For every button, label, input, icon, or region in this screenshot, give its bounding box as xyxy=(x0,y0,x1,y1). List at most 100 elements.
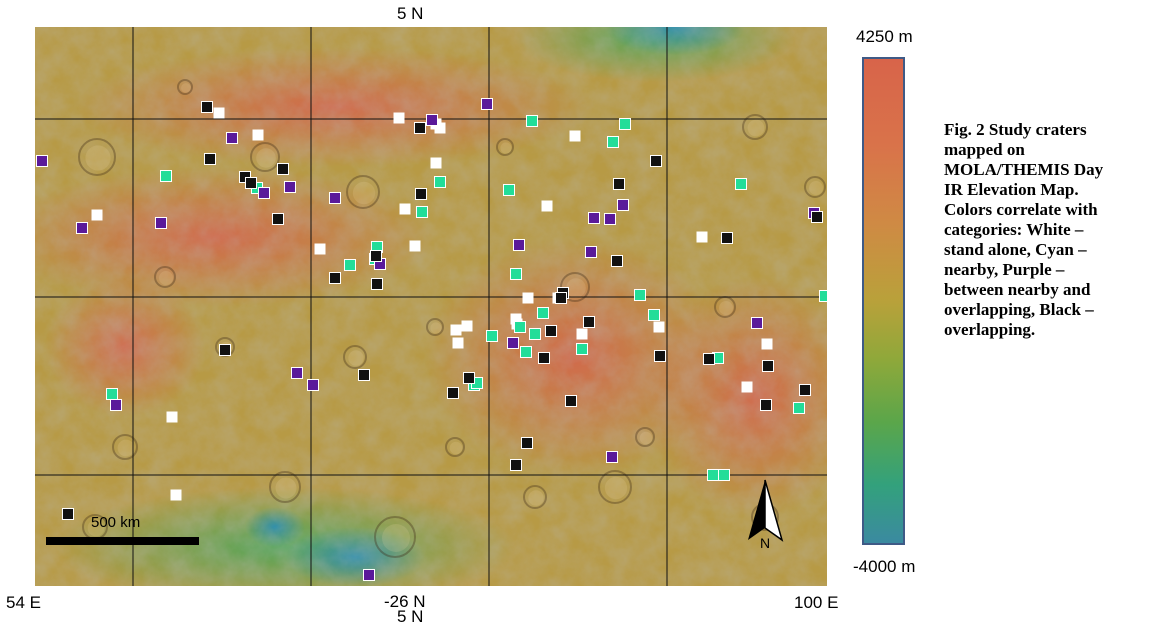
crater-marker-purple xyxy=(284,181,296,193)
crater-marker-white xyxy=(314,243,326,255)
crater-marker-cyan xyxy=(537,307,549,319)
crater-marker-black xyxy=(555,292,567,304)
crater-floor xyxy=(747,119,765,137)
crater-floor xyxy=(500,142,512,154)
crater-marker-white xyxy=(522,292,534,304)
crater-marker-cyan xyxy=(434,176,446,188)
crater-rim xyxy=(346,175,380,209)
crater-marker-purple xyxy=(426,114,438,126)
crater-marker-purple xyxy=(585,246,597,258)
crater-marker-purple xyxy=(329,192,341,204)
crater-marker-purple xyxy=(606,451,618,463)
crater-marker-white xyxy=(653,321,665,333)
crater-floor xyxy=(566,278,586,298)
crater-rim xyxy=(804,176,826,198)
colorbar-min-label: -4000 m xyxy=(853,557,916,576)
crater-marker-black xyxy=(760,399,772,411)
crater-floor xyxy=(382,524,410,552)
crater-marker-cyan xyxy=(529,328,541,340)
crater-marker-white xyxy=(452,337,464,349)
crater-floor xyxy=(604,476,628,500)
crater-marker-cyan xyxy=(416,206,428,218)
crater-marker-black xyxy=(447,387,459,399)
crater-rim xyxy=(154,266,176,288)
crater-marker-black xyxy=(565,395,577,407)
crater-marker-black xyxy=(538,352,550,364)
crater-marker-black xyxy=(245,177,257,189)
crater-rim xyxy=(635,427,655,447)
crater-marker-cyan xyxy=(576,343,588,355)
crater-marker-purple xyxy=(155,217,167,229)
crater-marker-black xyxy=(521,437,533,449)
crater-marker-white xyxy=(461,320,473,332)
crater-marker-white xyxy=(252,129,264,141)
bottom-center-label: -26 N xyxy=(384,592,426,611)
crater-marker-black xyxy=(811,211,823,223)
crater-rim xyxy=(269,471,301,503)
crater-marker-black xyxy=(799,384,811,396)
crater-marker-white xyxy=(399,203,411,215)
crater-marker-cyan xyxy=(160,170,172,182)
north-arrow-icon: N xyxy=(748,479,784,550)
crater-rim xyxy=(598,470,632,504)
crater-marker-white xyxy=(696,231,708,243)
crater-marker-purple xyxy=(307,379,319,391)
crater-marker-white xyxy=(569,130,581,142)
terrain-relief xyxy=(35,27,827,586)
crater-marker-purple xyxy=(110,399,122,411)
crater-marker-black xyxy=(414,122,426,134)
crater-marker-purple xyxy=(226,132,238,144)
crater-marker-white xyxy=(434,122,446,134)
crater-floor xyxy=(87,519,105,537)
crater-marker-black xyxy=(721,232,733,244)
crater-marker-black xyxy=(277,163,289,175)
crater-marker-cyan xyxy=(648,309,660,321)
north-arrow-label: N xyxy=(760,535,770,550)
crater-rim xyxy=(78,138,116,176)
crater-marker-black xyxy=(611,255,623,267)
crater-marker-black xyxy=(654,350,666,362)
crater-marker-purple xyxy=(513,239,525,251)
crater-marker-cyan xyxy=(607,136,619,148)
crater-floor xyxy=(85,145,111,171)
figure-caption: Fig. 2 Study craters mapped on MOLA/THEM… xyxy=(944,120,1104,339)
crater-marker-black xyxy=(415,188,427,200)
crater-marker-white xyxy=(91,209,103,221)
crater-marker-white xyxy=(576,328,588,340)
crater-marker-black xyxy=(583,316,595,328)
elevation-map xyxy=(35,27,827,586)
crater-floor xyxy=(528,490,544,506)
crater-marker-black xyxy=(204,153,216,165)
crater-floor xyxy=(348,350,364,366)
crater-marker-purple xyxy=(76,222,88,234)
top-latitude-label: 5 N xyxy=(397,4,424,23)
crater-marker-cyan xyxy=(106,388,118,400)
crater-floor xyxy=(181,83,191,93)
crater-marker-black xyxy=(219,344,231,356)
crater-floor xyxy=(449,441,463,455)
crater-marker-cyan xyxy=(735,178,747,190)
crater-marker-black xyxy=(510,459,522,471)
elevation-map-image xyxy=(35,27,827,586)
crater-marker-cyan xyxy=(526,115,538,127)
crater-floor xyxy=(639,431,653,445)
crater-marker-purple xyxy=(363,569,375,581)
bottom-right-longitude-label: 100 E xyxy=(794,593,839,612)
crater-marker-cyan xyxy=(486,330,498,342)
crater-floor xyxy=(430,322,442,334)
crater-floor xyxy=(352,181,376,205)
crater-marker-purple xyxy=(751,317,763,329)
crater-marker-cyan xyxy=(503,184,515,196)
crater-marker-white xyxy=(541,200,553,212)
crater-rim xyxy=(343,345,367,369)
crater-marker-purple xyxy=(36,155,48,167)
scale-bar xyxy=(46,537,199,545)
crater-markers xyxy=(36,98,827,581)
crater-marker-black xyxy=(370,250,382,262)
crater-marker-purple xyxy=(507,337,519,349)
bottom-left-longitude-label: 54 E xyxy=(6,593,41,612)
crater-rim xyxy=(374,516,416,558)
crater-marker-black xyxy=(703,353,715,365)
crater-floor xyxy=(719,301,733,315)
bottom-center-latitude-label: 5 N xyxy=(397,607,424,626)
